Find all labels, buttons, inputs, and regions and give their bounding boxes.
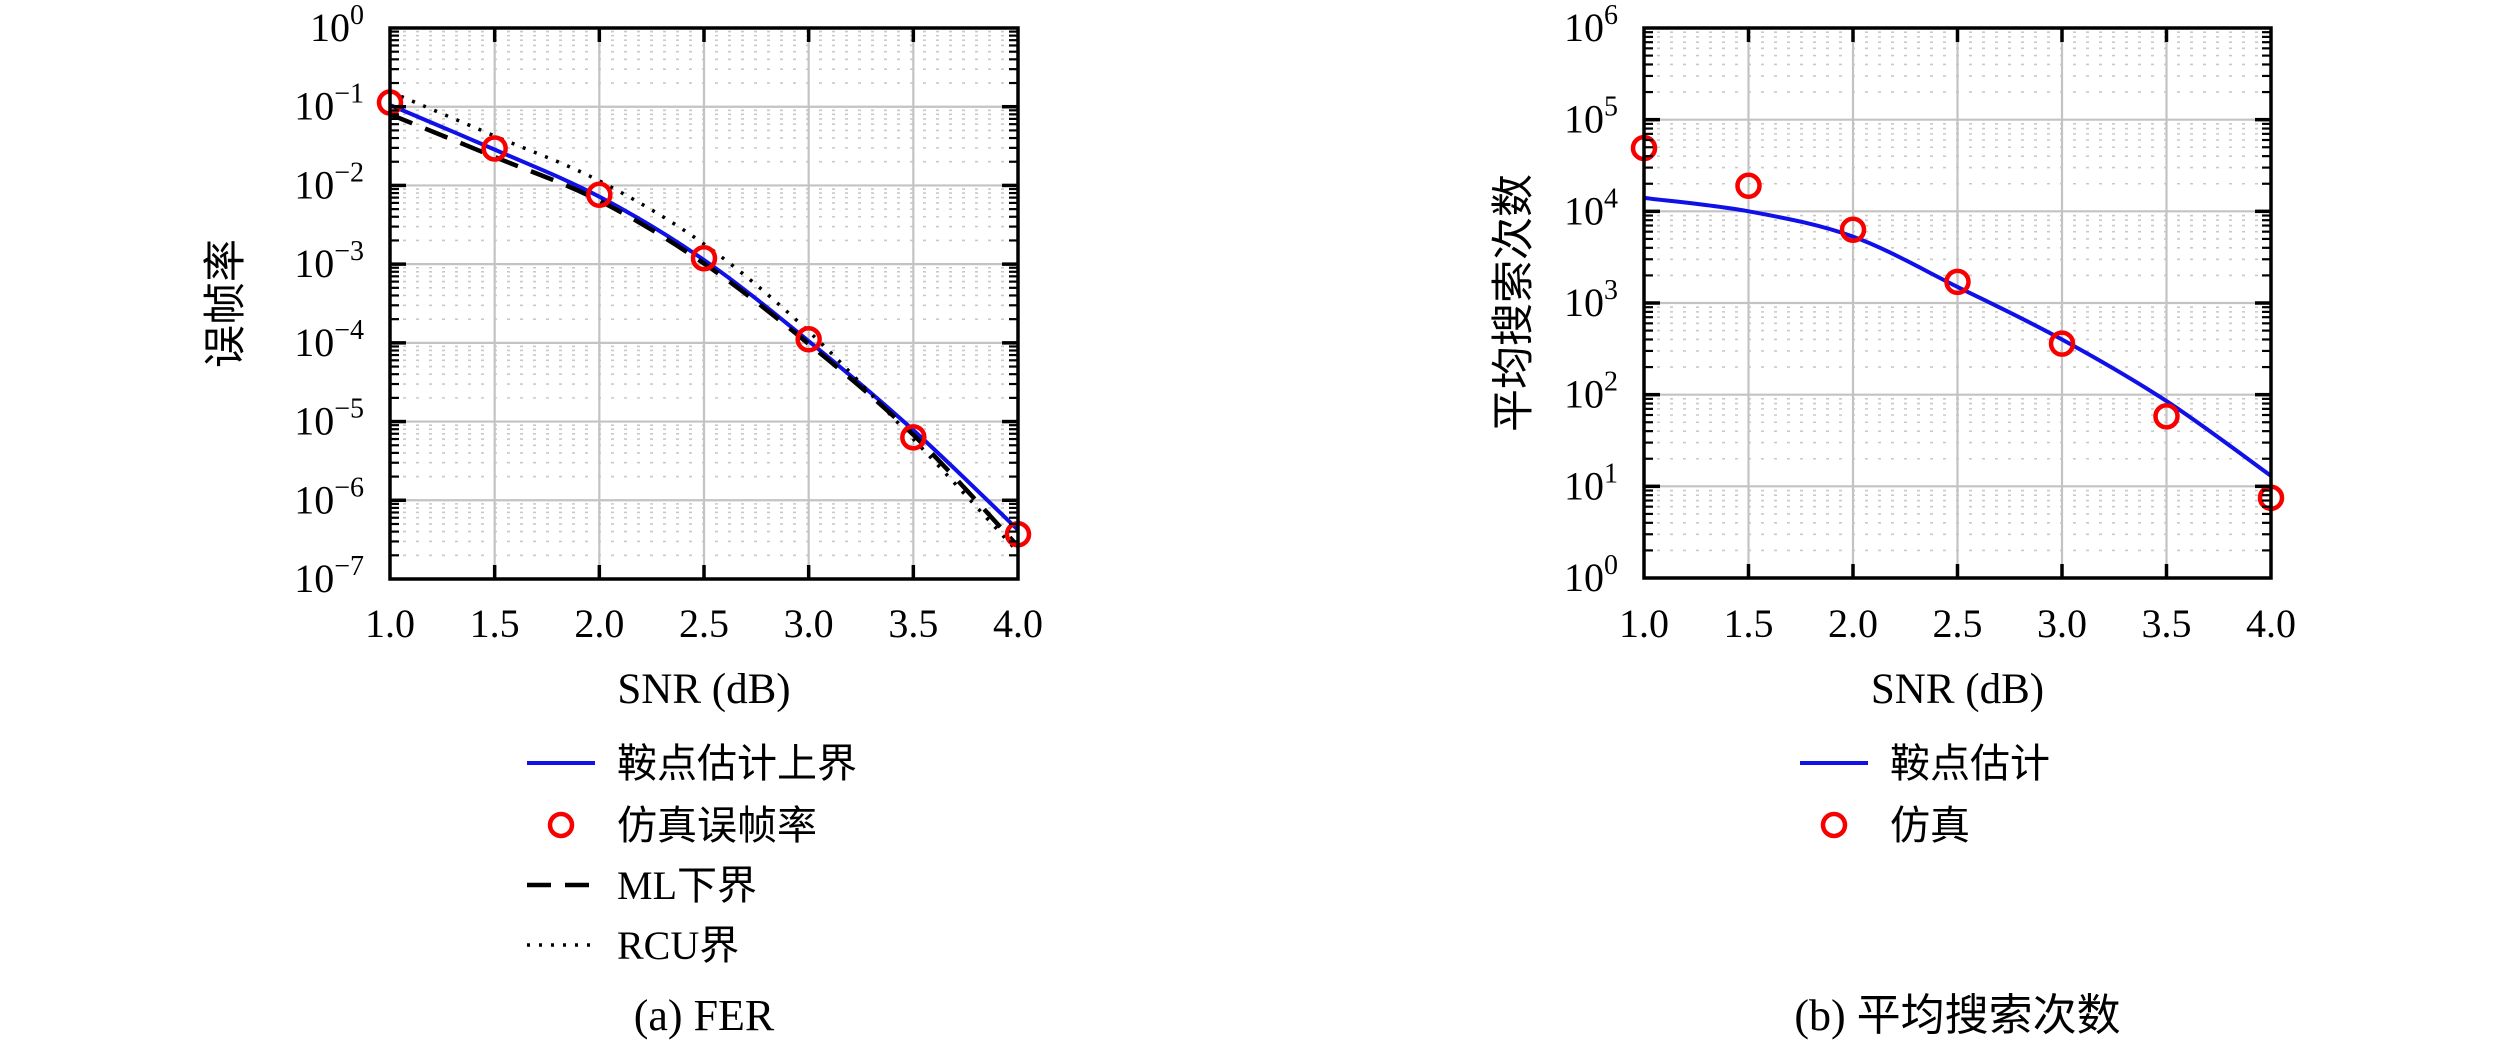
x-tick-label: 3.0 (784, 601, 834, 646)
y-tick-label: 10−4 (294, 315, 364, 365)
legend-label: 鞍点估计上界 (617, 741, 857, 786)
y-tick-label: 100 (310, 0, 364, 50)
chart-search-series-0-line (1643, 195, 2273, 478)
y-tick-label: 10−6 (294, 472, 364, 522)
legend-label: ML下界 (617, 863, 757, 908)
x-tick-label: 1.0 (365, 601, 415, 646)
legend-entry: 鞍点估计 (1800, 741, 2050, 786)
y-tick-label: 100 (1564, 550, 1618, 600)
y-tick-label: 104 (1564, 183, 1618, 233)
y-tick-label: 10−7 (294, 551, 364, 601)
x-axis-label: SNR (dB) (1871, 666, 2044, 713)
grid-major (1644, 28, 2271, 578)
data-point (481, 135, 508, 162)
y-tick-label: 101 (1564, 458, 1618, 508)
axis-ticks (390, 28, 1018, 579)
data-point (900, 424, 927, 451)
legend-label: 鞍点估计 (1890, 741, 2050, 786)
x-tick-label: 2.0 (1828, 601, 1878, 646)
chart-fer-series-0-line (389, 103, 1020, 532)
legend-entry: RCU界 (527, 923, 739, 968)
data-point (690, 244, 718, 272)
y-tick-label: 10−1 (294, 79, 364, 129)
chart-fer: 100 10−1 10−2 10−3 10−4 10−5 10−6 10−71.0 1.5 2.0… (202, 0, 1043, 1040)
y-tick-label: 106 (1564, 0, 1618, 50)
legend-label: 仿真 (1890, 803, 1970, 848)
x-tick-label: 3.5 (2142, 601, 2192, 646)
x-tick-label: 1.5 (470, 601, 520, 646)
legend-marker-swatch (547, 811, 575, 839)
y-axis-tick-labels: 100 10−1 10−2 10−3 10−4 10−5 10−6 10−7 (294, 0, 364, 601)
x-tick-label: 3.5 (888, 601, 938, 646)
y-tick-label: 10−3 (294, 236, 364, 286)
x-tick-label: 4.0 (993, 601, 1043, 646)
data-point (2153, 403, 2180, 430)
data-point (586, 181, 613, 209)
x-axis-tick-labels: 1.0 1.5 2.0 2.5 3.0 3.5 4.0 (1619, 601, 2296, 646)
data-point (1839, 216, 1867, 243)
x-tick-label: 1.0 (1619, 601, 1669, 646)
y-tick-label: 102 (1564, 367, 1618, 417)
legend-label: RCU界 (617, 923, 739, 968)
legend-entry: ML下界 (527, 863, 757, 908)
x-tick-label: 4.0 (2246, 601, 2296, 646)
legend-marker-swatch (1820, 811, 1848, 839)
data-point (1944, 268, 1971, 296)
x-tick-label: 3.0 (2037, 601, 2087, 646)
y-tick-label: 103 (1564, 275, 1618, 325)
x-tick-label: 1.5 (1724, 601, 1774, 646)
data-point (795, 326, 822, 353)
data-point (2048, 330, 2076, 357)
legend-entry: 仿真误帧率 (547, 803, 817, 848)
legend-label: 仿真误帧率 (617, 803, 817, 848)
y-tick-label: 10−5 (294, 394, 364, 444)
x-axis-tick-labels: 1.0 1.5 2.0 2.5 3.0 3.5 4.0 (365, 601, 1043, 646)
y-axis-label: 平均搜索次数 (1491, 174, 1538, 432)
subplot-caption: (a) FER (634, 991, 775, 1040)
legend-entry: 鞍点估计上界 (527, 741, 857, 786)
y-axis-label: 误帧率 (202, 239, 250, 368)
subplot-caption: (b) 平均搜索次数 (1794, 991, 2120, 1040)
y-tick-label: 105 (1564, 92, 1618, 142)
x-tick-label: 2.5 (679, 601, 729, 646)
data-point (1735, 172, 1762, 200)
y-axis-tick-labels: 106 105 104 103 102 101 100 (1564, 0, 1618, 600)
legend-entry: 仿真 (1820, 803, 1970, 848)
x-axis-label: SNR (dB) (617, 666, 790, 713)
axis-ticks (1644, 28, 2271, 578)
y-tick-label: 10−2 (294, 157, 364, 207)
x-tick-label: 2.0 (574, 601, 624, 646)
x-tick-label: 2.5 (1933, 601, 1983, 646)
